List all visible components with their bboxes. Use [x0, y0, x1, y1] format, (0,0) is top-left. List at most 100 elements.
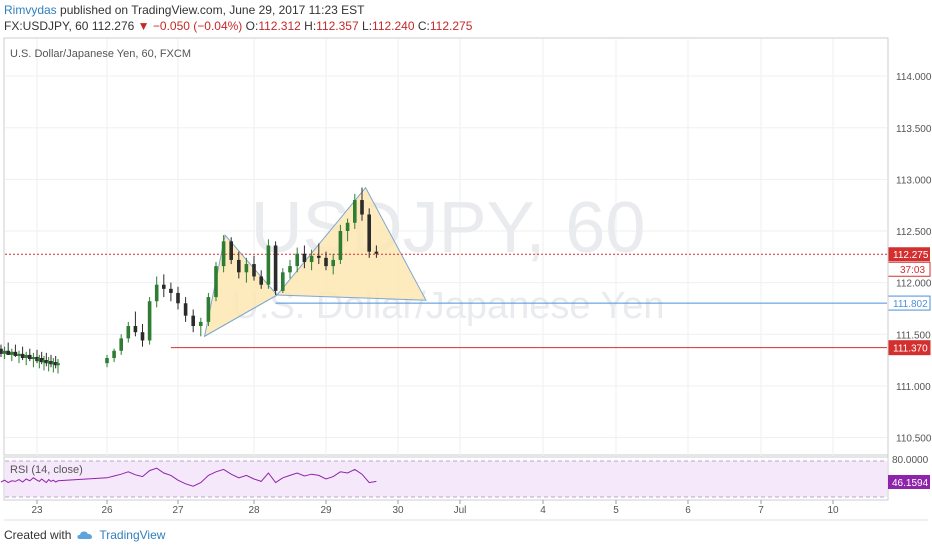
candle-body [338, 231, 343, 260]
candle[interactable] [53, 355, 58, 369]
candle-body [112, 350, 116, 359]
candle-body [309, 255, 314, 262]
candle[interactable] [37, 354, 42, 369]
candle-body [206, 297, 211, 322]
candle[interactable] [49, 354, 53, 368]
candle[interactable] [191, 309, 195, 333]
candle-body [367, 214, 371, 252]
candle[interactable] [288, 259, 292, 279]
candle[interactable] [2, 346, 7, 360]
candle[interactable] [17, 350, 21, 364]
author-link[interactable]: Rimvydas [4, 3, 57, 17]
rsi-series[interactable] [0, 467, 377, 487]
candle[interactable] [353, 193, 357, 229]
rsi-line[interactable] [0, 467, 377, 487]
candle[interactable] [13, 344, 18, 357]
down-arrow-icon: ▼ [137, 19, 150, 33]
time-axis[interactable]: 23 26 27 28 29 30 Jul 4 5 6 7 10 [31, 500, 839, 516]
candle[interactable] [169, 282, 173, 302]
candle[interactable] [273, 241, 278, 296]
candle[interactable] [295, 247, 299, 273]
candle[interactable] [140, 323, 145, 347]
candle[interactable] [281, 268, 285, 293]
candle-body [37, 358, 42, 362]
candle[interactable] [237, 251, 241, 279]
rsi-label: RSI (14, close) [10, 464, 83, 476]
candle[interactable] [331, 253, 335, 275]
candle[interactable] [20, 346, 25, 361]
candle[interactable] [46, 356, 51, 372]
candle[interactable] [112, 348, 116, 363]
high-value: 112.357 [316, 19, 359, 33]
candle[interactable] [199, 317, 203, 337]
candle[interactable] [24, 351, 28, 366]
rsi-band [5, 461, 887, 497]
candle-body [39, 358, 44, 363]
candle[interactable] [56, 359, 60, 374]
candle[interactable] [10, 348, 14, 362]
candle[interactable] [105, 354, 109, 368]
candle[interactable] [259, 270, 263, 289]
candle[interactable] [147, 297, 152, 345]
candle-body [126, 326, 131, 339]
candle[interactable] [324, 251, 328, 271]
candle[interactable] [44, 352, 49, 367]
price-axis[interactable]: 114.000 113.500 113.000 112.500 112.000 111.5… [896, 72, 932, 444]
candle-body [252, 264, 256, 277]
candle-body [169, 288, 173, 293]
candle[interactable] [162, 274, 166, 298]
candle[interactable] [374, 245, 379, 258]
candle[interactable] [309, 249, 314, 271]
candle[interactable] [183, 297, 188, 322]
candle-body [353, 200, 357, 223]
candle-body [162, 284, 166, 289]
candle-body [302, 253, 307, 262]
candle[interactable] [345, 218, 350, 242]
candle[interactable] [119, 334, 123, 355]
candle[interactable] [154, 276, 159, 308]
candle[interactable] [42, 355, 46, 371]
candle[interactable] [360, 187, 364, 221]
candle[interactable] [317, 243, 321, 265]
candle[interactable] [31, 352, 36, 368]
candle[interactable] [0, 344, 3, 357]
candle[interactable] [51, 358, 56, 373]
low-label: L: [362, 19, 373, 33]
candle[interactable] [176, 286, 180, 310]
tradingview-brand[interactable]: TradingView [99, 528, 166, 542]
price-tick-label: 112.500 [896, 227, 932, 238]
candle-body [183, 303, 188, 316]
candle[interactable] [133, 311, 138, 337]
candle[interactable] [367, 208, 371, 258]
candle[interactable] [221, 235, 226, 273]
candle-body [154, 284, 159, 302]
candle[interactable] [302, 245, 307, 269]
candle[interactable] [252, 255, 256, 281]
candle[interactable] [126, 321, 131, 343]
candle-body [176, 292, 180, 304]
candle[interactable] [28, 348, 32, 362]
symbol-label: FX:USDJPY, 60 [4, 19, 89, 33]
candle-body [119, 338, 123, 351]
horizontal-line-tag: 111.802 [893, 299, 928, 310]
low-value: 112.240 [372, 19, 415, 33]
candle[interactable] [214, 261, 218, 302]
last-price: 112.276 [91, 19, 135, 33]
candle-body [237, 259, 241, 273]
price-tick-label: 111.500 [896, 330, 931, 341]
candle[interactable] [229, 237, 233, 265]
candle[interactable] [244, 257, 249, 283]
candle[interactable] [35, 349, 39, 364]
pattern-triangle-bcd[interactable] [276, 186, 427, 301]
candle[interactable] [6, 342, 10, 355]
candle[interactable] [206, 292, 211, 327]
candle[interactable] [266, 239, 271, 289]
candle[interactable] [39, 351, 44, 365]
candle[interactable] [338, 224, 343, 265]
candles[interactable] [0, 187, 379, 374]
high-label: H: [304, 19, 317, 33]
created-with-text: Created with [4, 528, 72, 542]
candle-body [140, 332, 145, 341]
current-price-tag: 112.275 [893, 250, 929, 261]
